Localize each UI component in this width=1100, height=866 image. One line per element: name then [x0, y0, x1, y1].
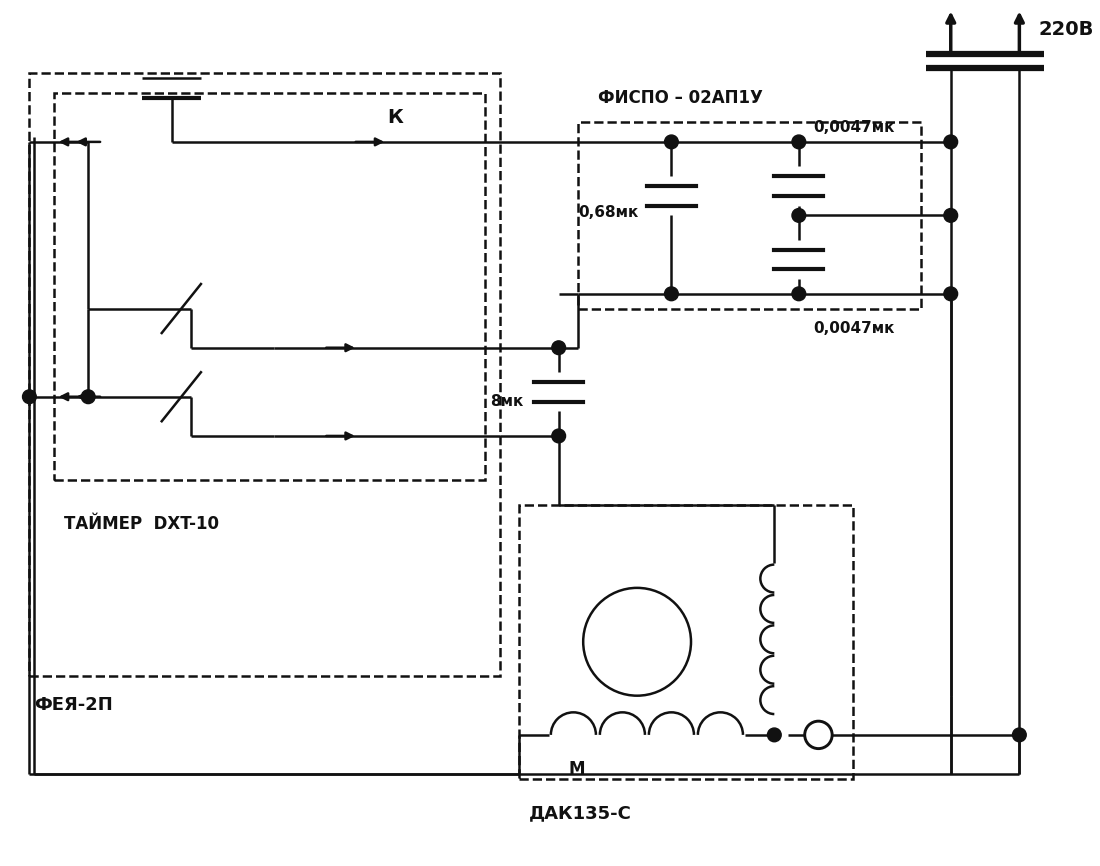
Text: ДАК135-С: ДАК135-С [529, 805, 632, 823]
Circle shape [944, 135, 958, 149]
Circle shape [944, 287, 958, 301]
Circle shape [552, 429, 565, 443]
Text: 0,0047мк: 0,0047мк [814, 320, 895, 336]
Text: 8мк: 8мк [491, 394, 524, 409]
Bar [579, 122, 922, 308]
Bar [54, 93, 485, 480]
Circle shape [81, 390, 95, 404]
Text: М: М [569, 760, 585, 779]
Circle shape [1012, 728, 1026, 742]
Text: ТАЙМЕР  DXT-10: ТАЙМЕР DXT-10 [64, 515, 219, 533]
Circle shape [664, 135, 679, 149]
Text: К: К [387, 108, 403, 127]
Bar [519, 505, 852, 779]
Circle shape [768, 728, 781, 742]
Circle shape [792, 209, 805, 223]
Circle shape [792, 287, 805, 301]
Circle shape [552, 341, 565, 354]
Circle shape [805, 721, 833, 748]
Text: ФИСПО – 02АП1У: ФИСПО – 02АП1У [598, 89, 762, 107]
Circle shape [22, 390, 36, 404]
Bar [30, 74, 499, 676]
Circle shape [944, 209, 958, 223]
Text: 0,68мк: 0,68мк [579, 205, 638, 221]
Text: ФЕЯ-2П: ФЕЯ-2П [34, 696, 113, 714]
Circle shape [664, 287, 679, 301]
Circle shape [792, 135, 805, 149]
Text: 0,0047мк: 0,0047мк [814, 120, 895, 135]
Text: 220В: 220В [1040, 20, 1094, 39]
